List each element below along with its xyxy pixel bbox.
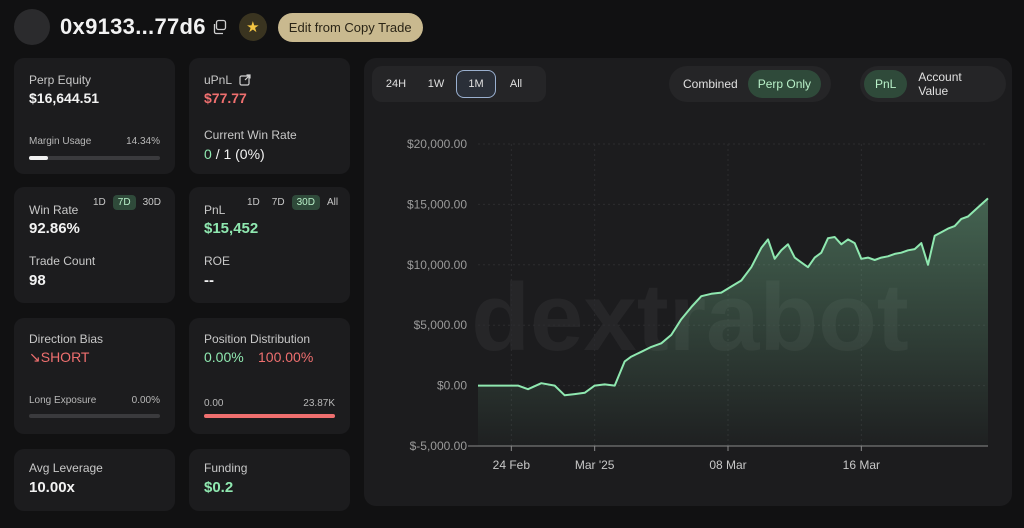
win-rate-value: 92.86%	[29, 220, 80, 237]
avg-leverage-label: Avg Leverage	[29, 461, 103, 475]
pnl-period-30d[interactable]: 30D	[291, 195, 320, 210]
star-icon: ★	[246, 19, 260, 36]
metric-selector: PnL Account Value	[860, 66, 1006, 102]
timeframe-1m[interactable]: 1M	[456, 70, 496, 98]
perp-equity-value: $16,644.51	[29, 90, 100, 106]
win-rate-label: Win Rate	[29, 203, 79, 217]
position-short-pct: 100.00%	[258, 349, 314, 365]
avg-leverage-value: 10.00x	[29, 479, 75, 496]
position-long-pct: 0.00%	[204, 349, 244, 365]
wallet-address: 0x9133...77d6	[60, 14, 206, 39]
upnl-value: $77.77	[204, 90, 247, 106]
position-distribution-bar	[204, 414, 335, 418]
timeframe-24h[interactable]: 24H	[385, 78, 407, 90]
pnl-period-1d[interactable]: 1D	[247, 197, 260, 208]
pnl-card: PnL 1D 7D 30D All $15,452 ROE --	[189, 187, 350, 303]
current-win-rate-label: Current Win Rate	[204, 128, 297, 142]
pnl-label: PnL	[204, 203, 226, 217]
pnl-period-7d[interactable]: 7D	[271, 197, 285, 208]
direction-bias-label: Direction Bias	[29, 332, 104, 346]
funding-card: Funding $0.2	[189, 449, 350, 511]
copy-icon[interactable]	[212, 19, 228, 35]
header: 0x9133...77d6 ★ Edit from Copy Trade	[14, 8, 423, 46]
perp-equity-card: Perp Equity $16,644.51 Margin Usage 14.3…	[14, 58, 175, 174]
margin-usage-fill	[29, 156, 48, 160]
win-rate-period-30d[interactable]: 30D	[142, 197, 161, 208]
win-rate-period-1d[interactable]: 1D	[93, 197, 106, 208]
pnl-period-all[interactable]: All	[326, 197, 339, 208]
chart-panel	[364, 58, 1012, 506]
position-short-fill	[204, 414, 335, 418]
long-exposure-bar	[29, 414, 160, 418]
roe-value: --	[204, 272, 214, 289]
perp-equity-label: Perp Equity	[29, 73, 92, 87]
mode-perp-only[interactable]: Perp Only	[747, 70, 822, 98]
trade-count-value: 98	[29, 272, 46, 289]
trade-count-label: Trade Count	[29, 254, 96, 268]
margin-usage-value: 14.34%	[126, 136, 160, 147]
direction-bias-value: ↘SHORT	[29, 349, 90, 365]
win-rate-period-selector: 1D 7D 30D	[88, 195, 166, 210]
margin-usage-bar	[29, 156, 160, 160]
win-rate-card: Win Rate 1D 7D 30D 92.86% Trade Count 98	[14, 187, 175, 303]
upnl-label: uPnL	[204, 73, 251, 89]
position-short-amount: 23.87K	[303, 398, 335, 409]
win-rate-period-7d[interactable]: 7D	[112, 195, 136, 210]
avg-leverage-card: Avg Leverage 10.00x	[14, 449, 175, 511]
timeframe-selector: 24H 1W 1M All	[372, 66, 546, 102]
long-exposure-label: Long Exposure	[29, 395, 97, 406]
position-distribution-card: Position Distribution 0.00% 100.00% 0.00…	[189, 318, 350, 434]
mode-selector: Combined Perp Only	[669, 66, 831, 102]
funding-label: Funding	[204, 461, 248, 475]
position-distribution-label: Position Distribution	[204, 332, 311, 346]
timeframe-all[interactable]: All	[509, 78, 523, 90]
favorite-button[interactable]: ★	[238, 13, 267, 41]
external-link-icon[interactable]	[239, 74, 251, 89]
mode-combined[interactable]: Combined	[683, 77, 738, 91]
roe-label: ROE	[204, 254, 231, 268]
funding-value: $0.2	[204, 479, 234, 496]
upnl-card: uPnL $77.77 Current Win Rate 0 / 1 (0%)	[189, 58, 350, 174]
margin-usage-label: Margin Usage	[29, 136, 92, 147]
current-win-rate-value: 0 / 1 (0%)	[204, 146, 265, 162]
position-long-amount: 0.00	[204, 398, 224, 409]
timeframe-1w[interactable]: 1W	[427, 78, 445, 90]
metric-pnl[interactable]: PnL	[864, 70, 908, 98]
avatar	[14, 9, 50, 45]
metric-account-value[interactable]: Account Value	[918, 70, 962, 98]
pnl-period-selector: 1D 7D 30D All	[242, 195, 343, 210]
direction-bias-card: Direction Bias ↘SHORT Long Exposure 0.00…	[14, 318, 175, 434]
edit-copy-trade-button[interactable]: Edit from Copy Trade	[277, 12, 423, 42]
pnl-value: $15,452	[204, 220, 259, 237]
long-exposure-value: 0.00%	[131, 395, 160, 406]
